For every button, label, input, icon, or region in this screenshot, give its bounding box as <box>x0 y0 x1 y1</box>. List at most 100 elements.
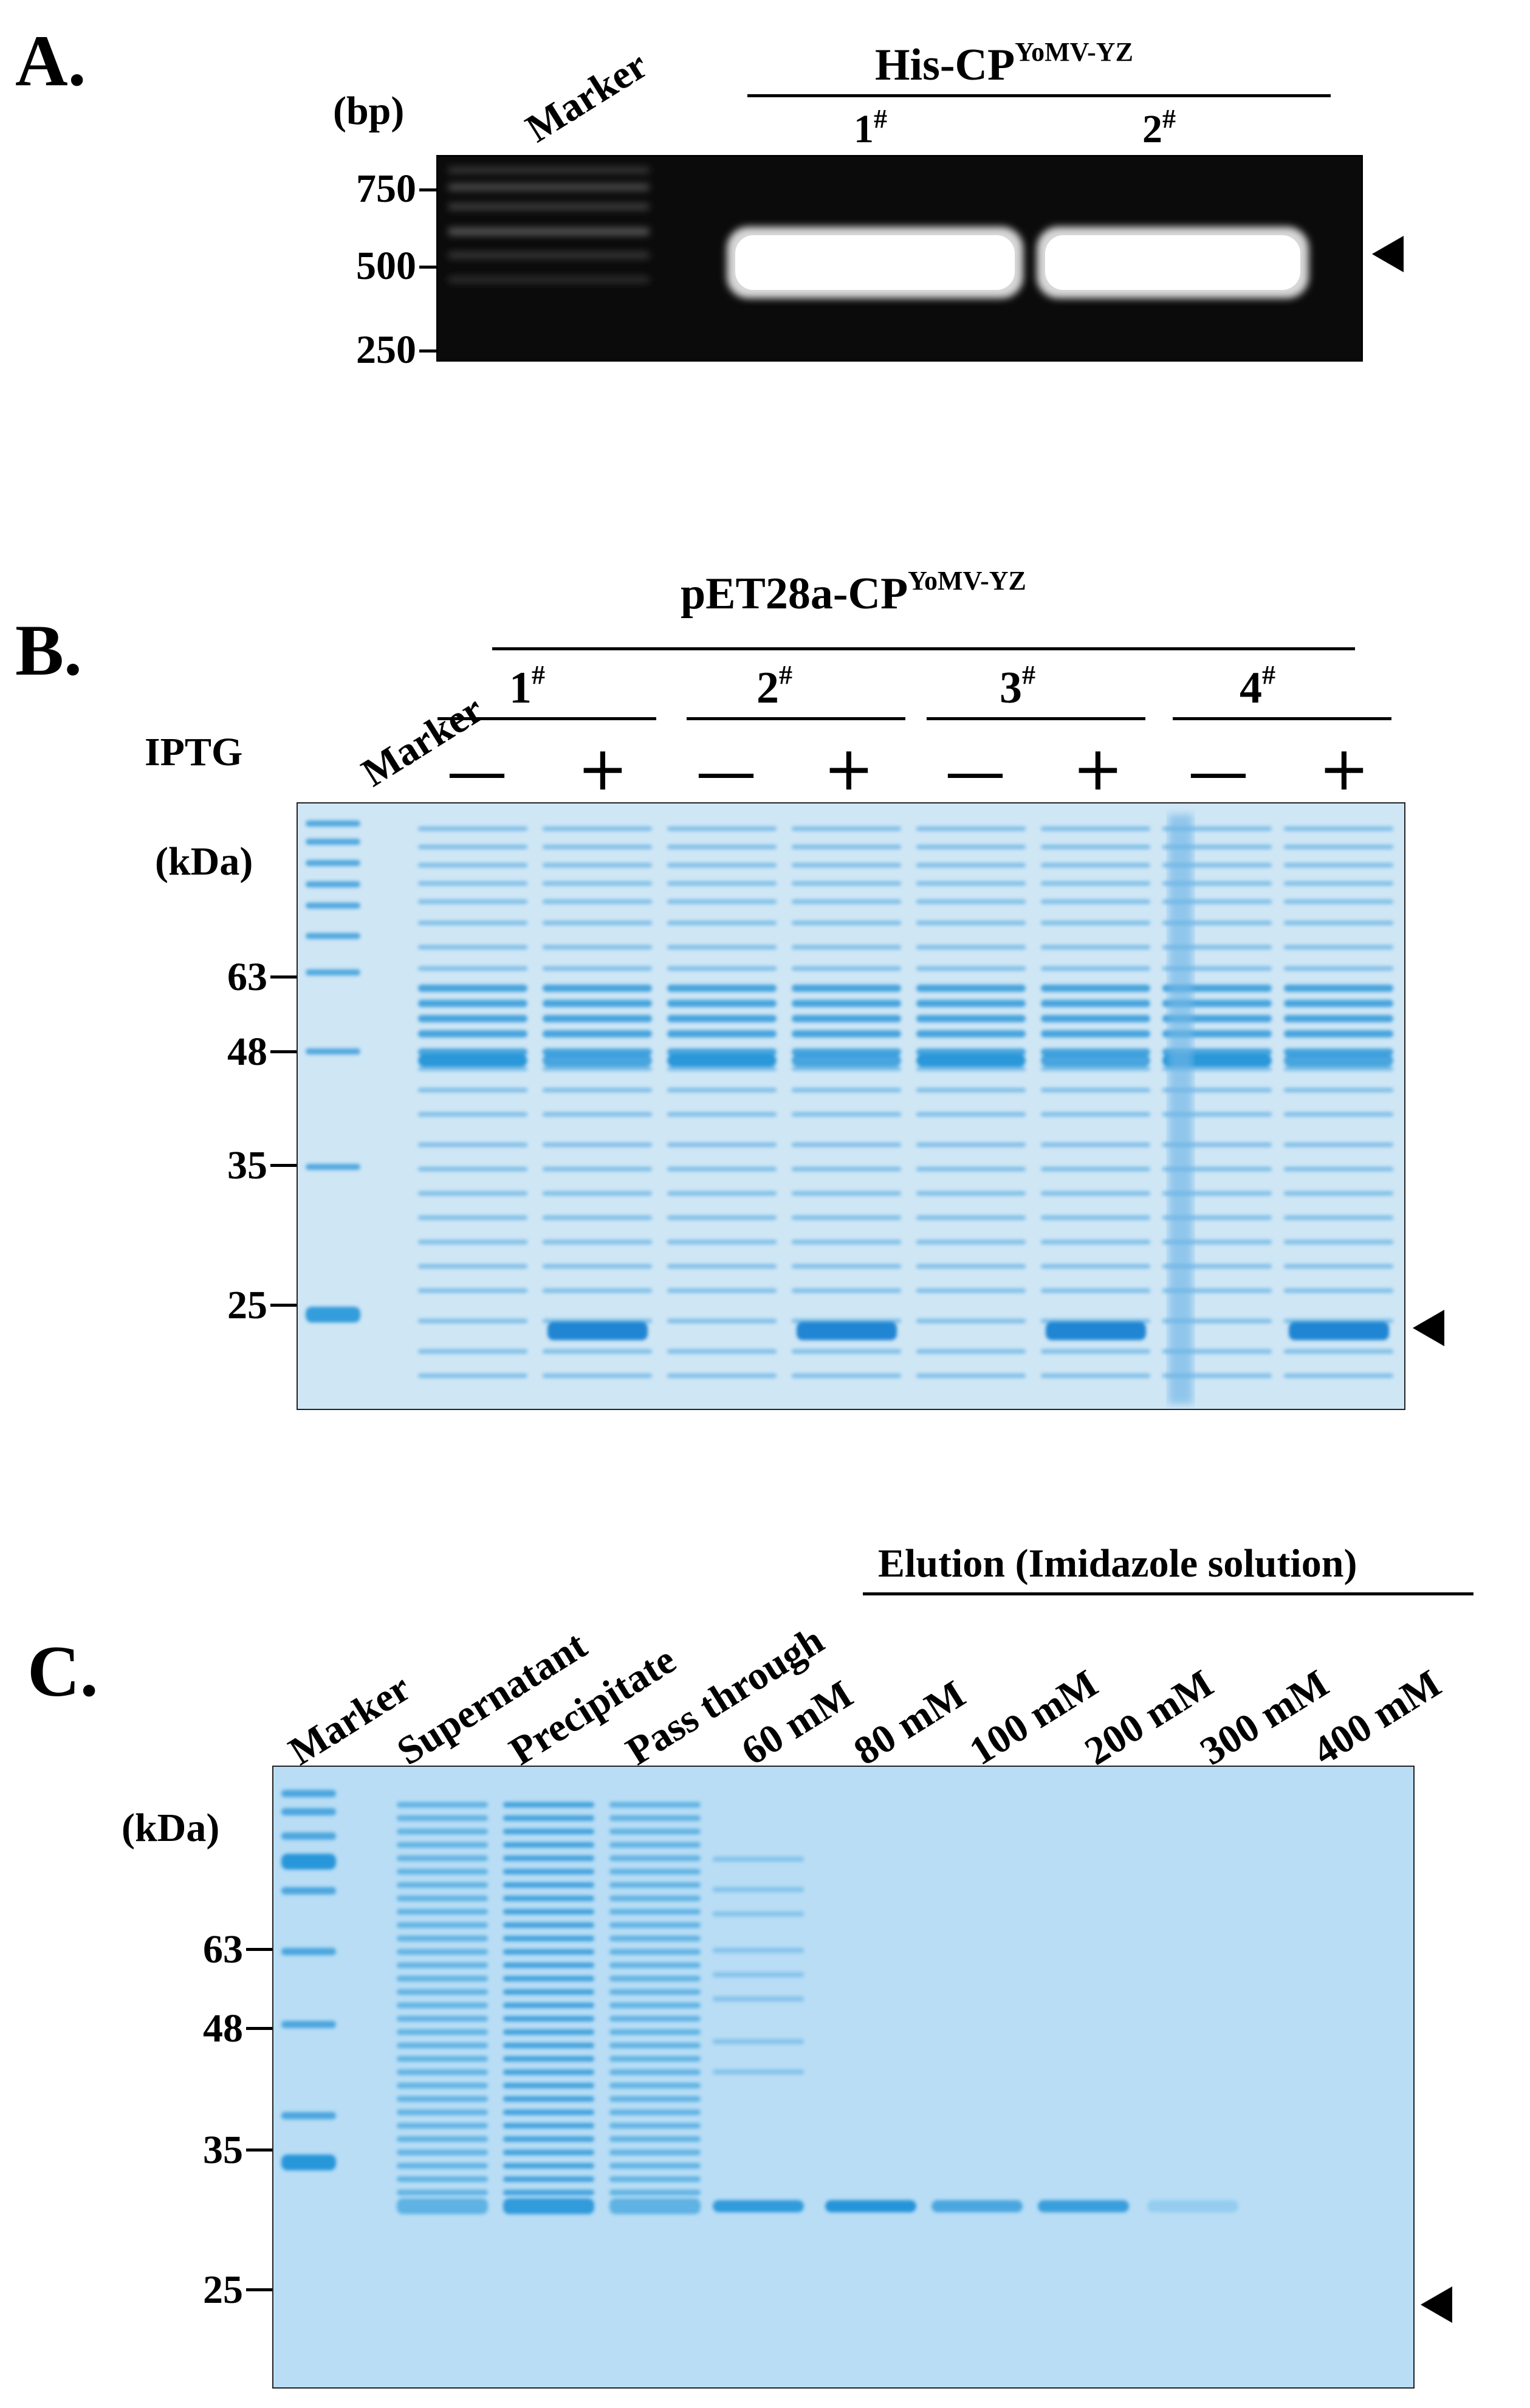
panel-c-lane-band <box>609 1949 701 1955</box>
panel-b-lane-band <box>1041 985 1150 992</box>
panel-c-lane-label-200mm: 200 mM <box>1077 1661 1221 1774</box>
panel-c-lane-band <box>609 2029 701 2035</box>
panel-b-lane-band <box>916 1000 1026 1007</box>
panel-c-lane-band <box>609 1989 701 1995</box>
panel-b-lane-band <box>667 1088 777 1092</box>
panel-c-lane-band <box>609 1976 701 1981</box>
panel-b-lane-band <box>418 1015 527 1022</box>
panel-b-lane-band <box>1041 827 1150 831</box>
panel-c-60mm-band <box>713 1997 804 2001</box>
panel-b-lane-band <box>1284 845 1393 849</box>
panel-b-lane-band <box>1041 1015 1150 1022</box>
panel-c-lane-band <box>609 1963 701 1968</box>
panel-c-lane-band <box>503 1976 594 1981</box>
panel-b-lane-band <box>916 1030 1026 1037</box>
panel-b-marker-band <box>306 839 360 845</box>
panel-b-tick-48: 48 <box>227 1030 267 1074</box>
panel-b-lane-band <box>1284 881 1393 886</box>
panel-b-lane-band <box>543 1288 652 1293</box>
panel-b-minus-3: — <box>945 736 1006 807</box>
panel-b-lane-band <box>916 1167 1026 1171</box>
panel-b-lane-band <box>418 1167 527 1171</box>
panel-c-lane-band <box>609 1936 701 1941</box>
panel-b-lane-band <box>792 1048 901 1056</box>
panel-b-lane-band <box>418 900 527 904</box>
panel-c-lane-band <box>397 2136 488 2142</box>
panel-c-lane-band <box>397 1989 488 1995</box>
panel-c-lane-band <box>397 1815 488 1821</box>
panel-b-lane-band <box>543 1264 652 1268</box>
panel-c-lane-band <box>503 2150 594 2155</box>
panel-b-lane-band <box>667 1349 777 1354</box>
panel-c-marker-band <box>281 2155 336 2170</box>
panel-c-elution-line <box>863 1592 1473 1595</box>
panel-c-lane-band <box>609 1802 701 1808</box>
panel-b-lane-band <box>418 863 527 867</box>
panel-b-lane-band <box>916 1191 1026 1195</box>
panel-c-lane-label-400mm: 400 mM <box>1305 1661 1449 1774</box>
panel-b-lane-band <box>792 945 901 949</box>
panel-b-induced-cp-band <box>797 1322 897 1340</box>
panel-a-tick-mark <box>419 266 437 269</box>
panel-c-lane-band <box>397 1963 488 1968</box>
panel-b-lane-band <box>667 1167 777 1171</box>
panel-c-lane-band <box>503 1922 594 1928</box>
panel-b-marker-band <box>306 903 360 909</box>
panel-c-lane-band <box>503 2176 594 2182</box>
panel-c-band-arrow <box>1421 2286 1452 2323</box>
panel-b-lane-band <box>1041 881 1150 886</box>
panel-b-plus-3: + <box>1072 733 1123 804</box>
panel-c-lane-band <box>609 1896 701 1901</box>
panel-c-60mm-band <box>713 1887 804 1892</box>
panel-c-lane-band <box>503 2136 594 2142</box>
panel-b-lane-band <box>1041 1349 1150 1354</box>
panel-b-marker-band <box>306 820 360 827</box>
panel-c-lane-band <box>503 2029 594 2035</box>
panel-c-lane-band <box>503 1842 594 1848</box>
panel-b-lane-band <box>418 1030 527 1037</box>
panel-b-lane-band <box>916 827 1026 831</box>
panel-c-lane-band <box>503 1815 594 1821</box>
panel-b-lane-band <box>792 900 901 904</box>
panel-b-lane-band <box>667 900 777 904</box>
panel-b-35kda-band <box>792 1054 901 1067</box>
panel-c-lane-band <box>609 1842 701 1848</box>
panel-c-lane-band <box>397 1949 488 1955</box>
panel-b-lane-band <box>792 863 901 867</box>
panel-b-lane-band <box>792 827 901 831</box>
panel-c-lane-band <box>503 2043 594 2048</box>
panel-c-elution-cp-band <box>1038 2200 1129 2212</box>
panel-b-lane-band <box>667 1000 777 1007</box>
panel-b-lane-band <box>916 863 1026 867</box>
panel-c-tick-mark <box>246 2148 273 2152</box>
panel-b-lane-band <box>1284 1000 1393 1007</box>
panel-b-lane-band <box>916 1112 1026 1116</box>
panel-c-lane-band <box>609 1869 701 1874</box>
panel-b-label: B. <box>15 610 83 690</box>
panel-b-lane-band <box>543 1143 652 1147</box>
panel-a-group-title-sup: YoMV-YZ <box>1015 37 1133 67</box>
panel-c-lane-band <box>397 1936 488 1941</box>
panel-c-25kda-band <box>609 2198 701 2214</box>
panel-c-tick-48: 48 <box>203 2006 243 2051</box>
panel-b-lane-band <box>1284 945 1393 949</box>
panel-c-lane-band <box>503 1949 594 1955</box>
panel-b-lane-band <box>543 1000 652 1007</box>
panel-b-lane-band <box>792 1288 901 1293</box>
panel-c-lane-band <box>397 1909 488 1914</box>
panel-c-lane-band <box>503 1869 594 1874</box>
panel-b-lane-band <box>667 863 777 867</box>
panel-b-35kda-band <box>543 1054 652 1067</box>
panel-c-lane-band <box>397 1896 488 1901</box>
panel-b-lane-band <box>543 1216 652 1220</box>
panel-c-tick-mark <box>246 1948 273 1951</box>
panel-b-clone-4-line <box>1173 717 1391 720</box>
panel-c-lane-band <box>609 1882 701 1888</box>
panel-c-lane-band <box>397 2096 488 2102</box>
panel-b-lane-band <box>667 985 777 992</box>
panel-c-lane-band <box>503 1802 594 1808</box>
panel-b-lane-band <box>667 1191 777 1195</box>
panel-b-minus-4: — <box>1188 736 1249 807</box>
panel-b-lane-band <box>916 845 1026 849</box>
panel-c-lane-band <box>609 2043 701 2048</box>
